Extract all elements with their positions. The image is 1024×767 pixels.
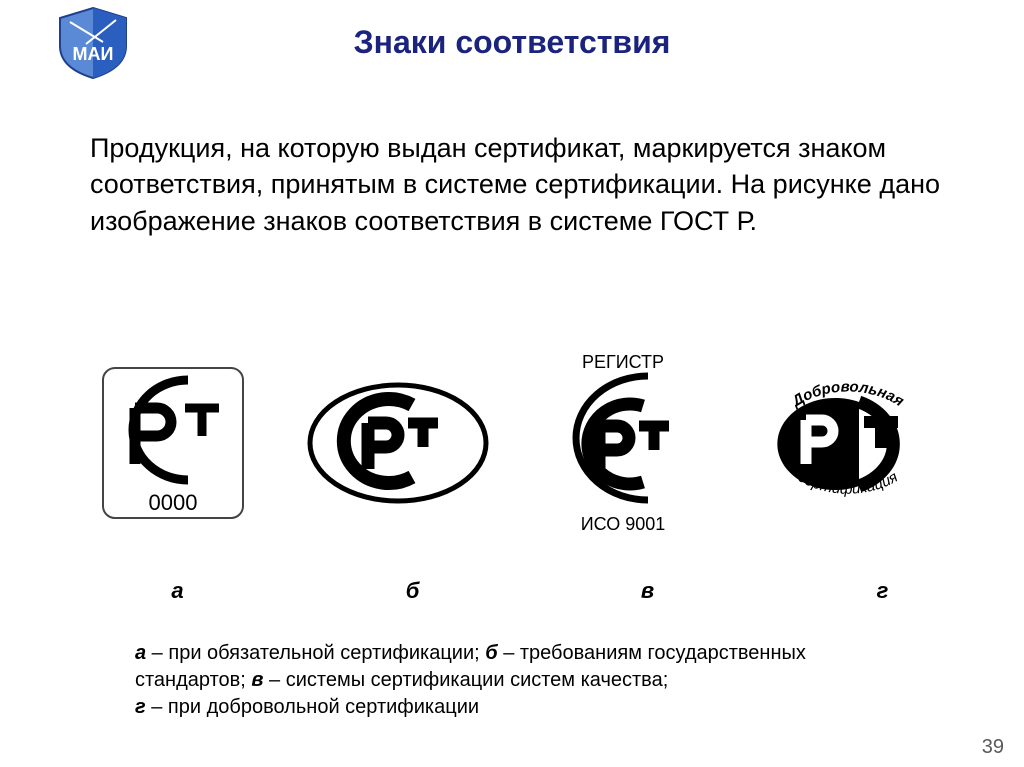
- letter-a: а: [60, 578, 295, 604]
- legend-key-v: в: [251, 669, 263, 691]
- letter-b: б: [295, 578, 530, 604]
- marks-row: 0000 РЕГИСТ: [60, 348, 960, 538]
- legend-text-v: – системы сертификации систем качества;: [263, 669, 668, 691]
- slide-title: Знаки соответствия: [0, 24, 1024, 61]
- mark-a-code: 0000: [148, 490, 197, 515]
- mark-v: РЕГИСТР ИСО 9001: [510, 348, 735, 538]
- letter-g: г: [765, 578, 1000, 604]
- legend-key-b: б: [485, 642, 497, 664]
- page-number: 39: [982, 736, 1004, 759]
- letters-row: а б в г: [60, 578, 1000, 604]
- mark-b: [285, 373, 510, 513]
- mark-v-top: РЕГИСТР: [581, 352, 663, 372]
- body-paragraph: Продукция, на которую выдан сертификат, …: [90, 130, 950, 239]
- mark-v-bottom: ИСО 9001: [580, 514, 665, 534]
- legend-text-a: – при обязательной сертификации;: [146, 642, 485, 664]
- legend: a – при обязательной сертификации; б – т…: [135, 640, 915, 721]
- legend-key-a: a: [135, 642, 146, 664]
- mark-a: 0000: [60, 358, 285, 528]
- legend-key-g: г: [135, 696, 146, 718]
- legend-text-g: – при добровольной сертификации: [146, 696, 479, 718]
- letter-v: в: [530, 578, 765, 604]
- mark-g: Добровольная сертификация: [735, 358, 960, 528]
